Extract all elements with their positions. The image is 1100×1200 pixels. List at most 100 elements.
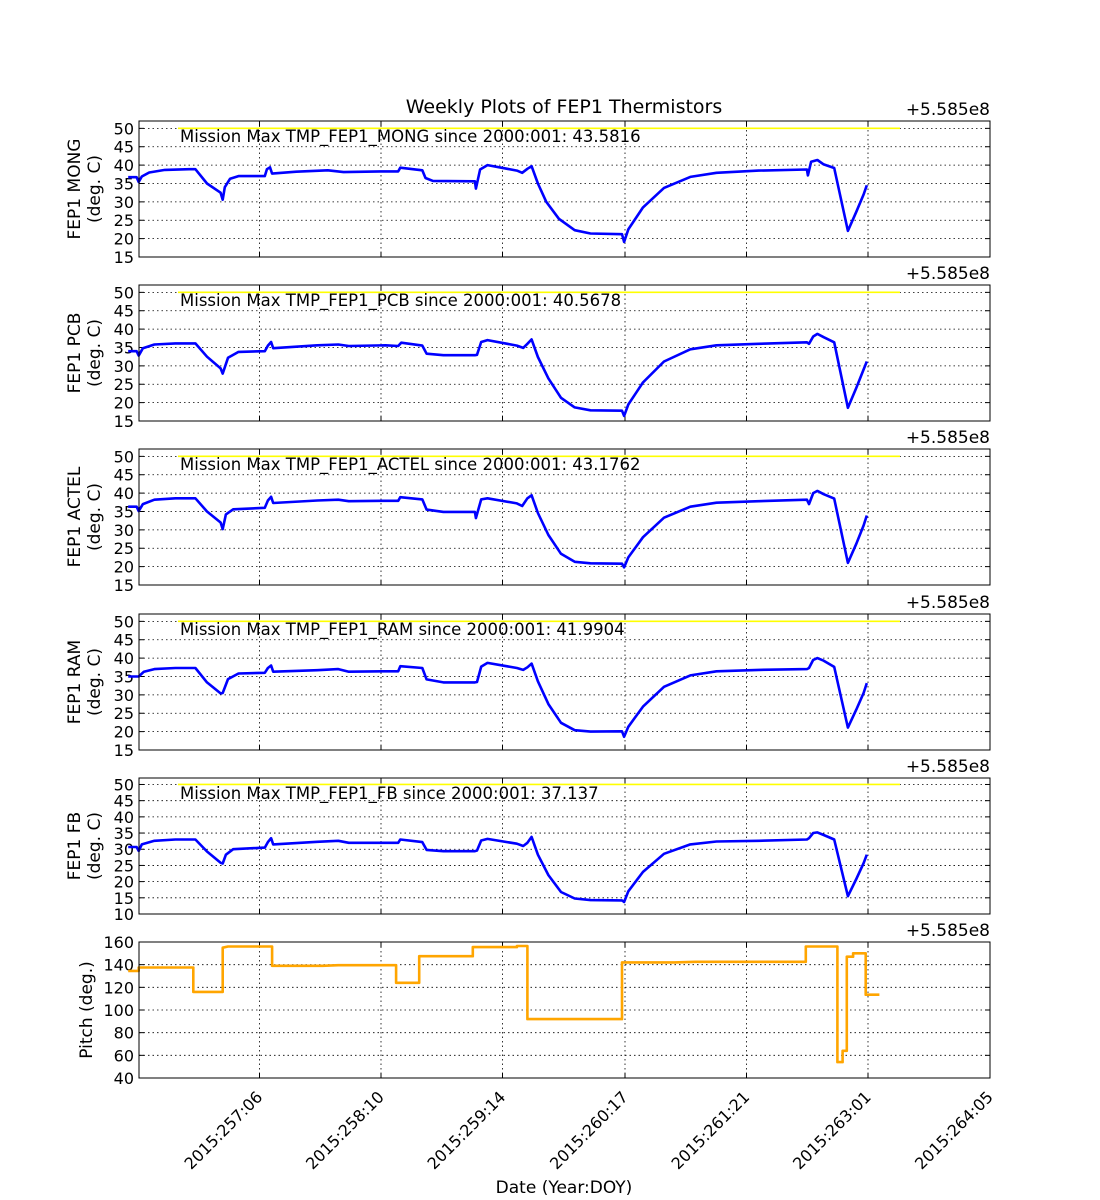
- y-tick-label: 25: [114, 211, 134, 230]
- y-tick-label: 50: [114, 612, 134, 631]
- y-tick-label: 40: [114, 1069, 134, 1088]
- x-offset-text: +5.585e8: [906, 428, 990, 448]
- y-tick-label: 25: [114, 704, 134, 723]
- x-offset-text: +5.585e8: [906, 757, 990, 777]
- y-tick-label: 20: [114, 230, 134, 249]
- x-tick-label: 2015:264:05: [911, 1087, 997, 1173]
- y-tick-label: 45: [114, 138, 134, 157]
- y-tick-label: 50: [114, 447, 134, 466]
- axes-frame: [138, 941, 991, 1079]
- axes-frame: [138, 448, 991, 586]
- y-axis-label: FEP1 RAM: [65, 640, 85, 724]
- y-tick-label: 120: [103, 978, 134, 997]
- y-tick-label: 30: [114, 193, 134, 212]
- y-tick-label: 40: [114, 484, 134, 503]
- axes-frame: [138, 777, 991, 915]
- y-tick-label: 30: [114, 840, 134, 859]
- y-tick-label: 15: [114, 741, 134, 760]
- temperature-series-line: [128, 831, 869, 904]
- y-tick-label: 45: [114, 466, 134, 485]
- figure-title: Weekly Plots of FEP1 Thermistors: [406, 96, 723, 118]
- mission-max-annotation: Mission Max TMP_FEP1_PCB since 2000:001:…: [180, 291, 621, 311]
- y-tick-label: 35: [114, 338, 134, 357]
- y-tick-label: 15: [114, 248, 134, 267]
- y-tick-label: 20: [114, 723, 134, 742]
- y-tick-label: 15: [114, 576, 134, 595]
- temperature-series-line: [128, 332, 869, 418]
- y-axis-label: (deg. C): [85, 812, 105, 880]
- axes-frame: [138, 120, 991, 258]
- y-axis-label: FEP1 MONG: [65, 139, 85, 240]
- y-tick-label: 50: [114, 775, 134, 794]
- temperature-series-line: [128, 158, 869, 244]
- mission-max-annotation: Mission Max TMP_FEP1_FB since 2000:001: …: [180, 784, 599, 804]
- y-axis-label: FEP1 FB: [65, 812, 85, 880]
- x-offset-text: +5.585e8: [906, 100, 990, 120]
- y-tick-label: 40: [114, 156, 134, 175]
- y-tick-label: 40: [114, 649, 134, 668]
- y-tick-label: 35: [114, 502, 134, 521]
- y-axis-label: (deg. C): [85, 155, 105, 223]
- y-tick-label: 50: [114, 119, 134, 138]
- x-offset-text: +5.585e8: [906, 593, 990, 613]
- y-tick-label: 15: [114, 412, 134, 431]
- y-tick-label: 160: [103, 933, 134, 952]
- y-tick-label: 25: [114, 539, 134, 558]
- mission-max-annotation: Mission Max TMP_FEP1_ACTEL since 2000:00…: [180, 455, 641, 475]
- y-tick-label: 30: [114, 357, 134, 376]
- y-tick-label: 100: [103, 1001, 134, 1020]
- y-tick-label: 140: [103, 956, 134, 975]
- y-tick-label: 40: [114, 808, 134, 827]
- y-axis-label: (deg. C): [85, 648, 105, 716]
- y-axis-label: FEP1 ACTEL: [65, 466, 85, 567]
- mission-max-annotation: Mission Max TMP_FEP1_RAM since 2000:001:…: [180, 620, 625, 640]
- x-tick-label: 2015:261:21: [667, 1087, 753, 1173]
- mission-max-annotation: Mission Max TMP_FEP1_MONG since 2000:001…: [180, 127, 641, 147]
- y-tick-label: 35: [114, 174, 134, 193]
- x-axis-label: Date (Year:DOY): [496, 1178, 633, 1198]
- x-tick-label: 2015:259:14: [423, 1087, 509, 1173]
- temperature-series-line: [128, 656, 869, 739]
- y-tick-label: 35: [114, 667, 134, 686]
- y-tick-label: 20: [114, 558, 134, 577]
- y-tick-label: 45: [114, 631, 134, 650]
- y-tick-label: 10: [114, 905, 134, 924]
- x-tick-label: 2015:263:01: [789, 1087, 875, 1173]
- y-axis-label: Pitch (deg.): [77, 961, 97, 1059]
- x-offset-text: +5.585e8: [906, 264, 990, 284]
- y-tick-label: 45: [114, 792, 134, 811]
- y-tick-label: 60: [114, 1046, 134, 1065]
- x-offset-text: +5.585e8: [906, 921, 990, 941]
- y-tick-label: 40: [114, 320, 134, 339]
- y-tick-label: 25: [114, 375, 134, 394]
- axes-frame: [138, 613, 991, 751]
- x-tick-labels: 2015:257:06 2015:258:10 2015:259:14 2015:26…: [180, 1087, 996, 1173]
- y-tick-label: 45: [114, 302, 134, 321]
- y-tick-label: 50: [114, 283, 134, 302]
- x-tick-label: 2015:260:17: [546, 1087, 632, 1173]
- x-tick-label: 2015:257:06: [180, 1087, 266, 1173]
- temperature-series-line: [128, 489, 869, 569]
- y-axis-label: (deg. C): [85, 483, 105, 551]
- pitch-series-line: [128, 944, 880, 1064]
- y-tick-label: 30: [114, 686, 134, 705]
- y-tick-label: 20: [114, 873, 134, 892]
- y-tick-label: 30: [114, 521, 134, 540]
- y-tick-label: 20: [114, 394, 134, 413]
- y-axis-label: FEP1 PCB: [65, 313, 85, 394]
- panel-6: 40 60 80 100 120 140 160 Pitch (deg.) +5.585e8: [77, 921, 991, 1088]
- y-tick-label: 25: [114, 856, 134, 875]
- y-axis-label: (deg. C): [85, 319, 105, 387]
- x-tick-label: 2015:258:10: [302, 1087, 388, 1173]
- y-tick-label: 80: [114, 1024, 134, 1043]
- axes-frame: [138, 284, 991, 422]
- y-tick-label: 15: [114, 889, 134, 908]
- y-tick-label: 35: [114, 824, 134, 843]
